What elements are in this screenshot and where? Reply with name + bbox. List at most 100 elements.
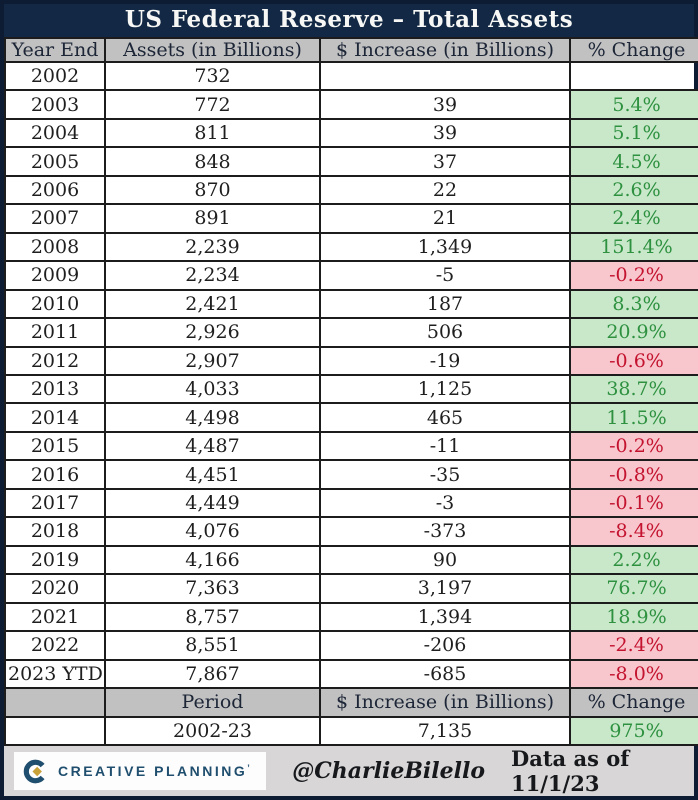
summary-change-cell: 975%: [569, 715, 698, 747]
assets-cell: 891: [104, 203, 321, 234]
table-row: 2019 4,166 90 2.2%: [4, 544, 698, 576]
assets-cell: 7,363: [104, 573, 321, 604]
increase-cell: 21: [319, 203, 571, 234]
year-cell: 2004: [4, 117, 106, 149]
summary-section: Period $ Increase (in Billions) % Change…: [4, 687, 698, 747]
assets-cell: 870: [104, 174, 321, 206]
increase-cell: -206: [319, 630, 571, 661]
change-cell: -0.6%: [569, 345, 698, 377]
logo-wordmark: CREATIVE PLANNING’: [58, 763, 253, 779]
assets-cell: 4,076: [104, 516, 321, 547]
year-cell: 2015: [4, 430, 106, 462]
change-cell: -8.0%: [569, 658, 698, 690]
year-cell: 2019: [4, 544, 106, 576]
creative-planning-logo: CREATIVE PLANNING’: [14, 752, 267, 790]
change-cell: 151.4%: [569, 231, 698, 263]
increase-cell: -685: [319, 658, 571, 690]
table-row: 2006 870 22 2.6%: [4, 174, 698, 206]
increase-cell: -373: [319, 516, 571, 547]
assets-cell: 7,867: [104, 658, 321, 690]
increase-cell: -35: [319, 459, 571, 490]
data-as-of-label: Data as of 11/1/23: [511, 746, 630, 796]
year-cell: 2022: [4, 630, 106, 661]
change-cell: -2.4%: [569, 630, 698, 661]
column-header-row: Year End Assets (in Billions) $ Increase…: [4, 37, 698, 63]
assets-cell: 2,926: [104, 317, 321, 348]
increase-cell: 90: [319, 544, 571, 576]
summary-empty-cell: [4, 715, 106, 747]
year-cell: 2017: [4, 487, 106, 519]
table-row: 2017 4,449 -3 -0.1%: [4, 487, 698, 519]
change-cell: 18.9%: [569, 601, 698, 633]
year-cell: 2005: [4, 146, 106, 177]
table-row: 2021 8,757 1,394 18.9%: [4, 601, 698, 633]
change-cell: 5.1%: [569, 117, 698, 149]
summary-header-row: Period $ Increase (in Billions) % Change: [4, 687, 698, 718]
table-row: 2008 2,239 1,349 151.4%: [4, 231, 698, 263]
change-cell: [569, 60, 698, 92]
assets-cell: 4,498: [104, 402, 321, 433]
increase-cell: 1,394: [319, 601, 571, 633]
table-row: 2013 4,033 1,125 38.7%: [4, 373, 698, 405]
year-cell: 2009: [4, 260, 106, 291]
change-cell: 8.3%: [569, 288, 698, 320]
change-cell: 5.4%: [569, 89, 698, 120]
change-cell: -0.2%: [569, 430, 698, 462]
creative-planning-icon: [22, 758, 49, 785]
table-row: 2010 2,421 187 8.3%: [4, 288, 698, 320]
assets-cell: 4,166: [104, 544, 321, 576]
assets-cell: 848: [104, 146, 321, 177]
summary-header-change: % Change: [569, 687, 698, 718]
year-cell: 2003: [4, 89, 106, 120]
year-cell: 2013: [4, 373, 106, 405]
change-cell: 2.6%: [569, 174, 698, 206]
change-cell: -0.2%: [569, 260, 698, 291]
table-row: 2005 848 37 4.5%: [4, 146, 698, 177]
summary-increase-cell: 7,135: [319, 715, 571, 747]
increase-cell: 3,197: [319, 573, 571, 604]
increase-cell: -5: [319, 260, 571, 291]
assets-cell: 732: [104, 60, 321, 92]
year-cell: 2020: [4, 573, 106, 604]
change-cell: -0.1%: [569, 487, 698, 519]
year-cell: 2008: [4, 231, 106, 263]
assets-cell: 811: [104, 117, 321, 149]
table-row: 2007 891 21 2.4%: [4, 203, 698, 234]
increase-cell: 506: [319, 317, 571, 348]
col-header-change: % Change: [569, 37, 698, 63]
assets-cell: 8,551: [104, 630, 321, 661]
assets-cell: 4,449: [104, 487, 321, 519]
increase-cell: -11: [319, 430, 571, 462]
increase-cell: 1,125: [319, 373, 571, 405]
footer: CREATIVE PLANNING’ @CharlieBilello Data …: [4, 746, 694, 796]
assets-cell: 2,907: [104, 345, 321, 377]
assets-table: Year End Assets (in Billions) $ Increase…: [4, 37, 698, 747]
year-cell: 2021: [4, 601, 106, 633]
col-header-year-end: Year End: [4, 37, 106, 63]
table-row: 2015 4,487 -11 -0.2%: [4, 430, 698, 462]
increase-cell: 37: [319, 146, 571, 177]
change-cell: 76.7%: [569, 573, 698, 604]
year-cell: 2018: [4, 516, 106, 547]
increase-cell: -3: [319, 487, 571, 519]
change-cell: 38.7%: [569, 373, 698, 405]
change-cell: 11.5%: [569, 402, 698, 433]
year-cell: 2002: [4, 60, 106, 92]
increase-cell: 39: [319, 117, 571, 149]
assets-cell: 4,033: [104, 373, 321, 405]
assets-cell: 8,757: [104, 601, 321, 633]
change-cell: -8.4%: [569, 516, 698, 547]
table-row: 2004 811 39 5.1%: [4, 117, 698, 149]
table-row: 2022 8,551 -206 -2.4%: [4, 630, 698, 661]
year-cell: 2012: [4, 345, 106, 377]
table-body: 2002 732 2003 772 39 5.4% 2004 811 39 5.1% 2005 848…: [4, 60, 698, 690]
increase-cell: 39: [319, 89, 571, 120]
table-row: 2014 4,498 465 11.5%: [4, 402, 698, 433]
change-cell: 4.5%: [569, 146, 698, 177]
year-cell: 2016: [4, 459, 106, 490]
assets-cell: 4,487: [104, 430, 321, 462]
increase-cell: 1,349: [319, 231, 571, 263]
assets-cell: 4,451: [104, 459, 321, 490]
assets-cell: 2,239: [104, 231, 321, 263]
